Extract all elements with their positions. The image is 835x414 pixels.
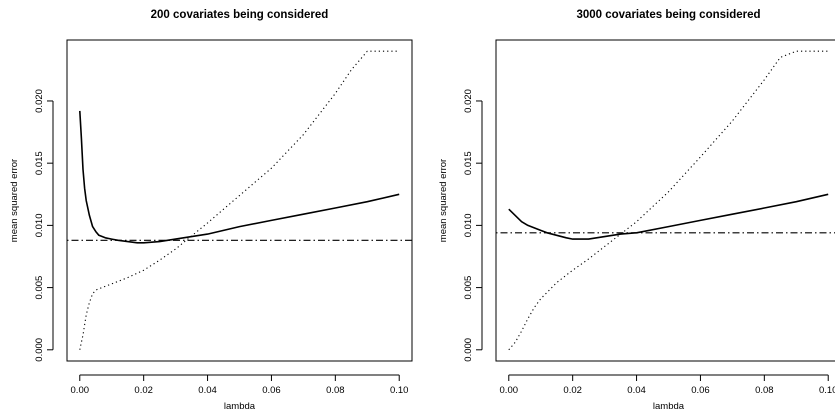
chart-panel-200-covariates: 200 covariates being considered lambda m… bbox=[9, 9, 413, 412]
y-axis-label: mean squared error bbox=[9, 159, 20, 242]
series-line-dotted bbox=[79, 50, 400, 350]
x-axis-label: lambda bbox=[653, 401, 685, 412]
x-tick-label: 0.04 bbox=[198, 385, 217, 396]
x-tick-label: 0.10 bbox=[390, 385, 409, 396]
x-tick-label: 0.06 bbox=[691, 385, 710, 396]
y-tick-label: 0.010 bbox=[34, 213, 45, 237]
x-tick-label: 0.10 bbox=[819, 385, 835, 396]
series-line-solid bbox=[79, 110, 400, 244]
y-tick-label: 0.015 bbox=[34, 151, 45, 175]
x-tick-label: 0.08 bbox=[326, 385, 345, 396]
x-tick-label: 0.04 bbox=[627, 385, 646, 396]
y-tick-label: 0.000 bbox=[463, 338, 474, 362]
x-tick-label: 0.02 bbox=[134, 385, 153, 396]
chart-title: 200 covariates being considered bbox=[151, 9, 329, 21]
x-tick-label: 0.08 bbox=[755, 385, 774, 396]
x-axis-label: lambda bbox=[224, 401, 256, 412]
plot-frame bbox=[495, 39, 835, 362]
chart-title: 3000 covariates being considered bbox=[576, 9, 760, 21]
y-tick-label: 0.010 bbox=[463, 213, 474, 237]
plot-frame bbox=[66, 39, 413, 362]
y-tick-label: 0.005 bbox=[463, 276, 474, 300]
x-tick-label: 0.00 bbox=[500, 385, 519, 396]
y-axis-label: mean squared error bbox=[438, 159, 449, 242]
x-tick-label: 0.06 bbox=[262, 385, 281, 396]
chart-panel-3000-covariates: 3000 covariates being considered lambda … bbox=[438, 9, 835, 412]
x-tick-label: 0.00 bbox=[71, 385, 90, 396]
series-line-dotted bbox=[508, 50, 829, 351]
y-tick-label: 0.015 bbox=[463, 151, 474, 175]
y-tick-label: 0.020 bbox=[463, 89, 474, 113]
y-tick-label: 0.005 bbox=[34, 276, 45, 300]
series-line-solid bbox=[508, 193, 829, 240]
y-tick-label: 0.020 bbox=[34, 89, 45, 113]
x-tick-label: 0.02 bbox=[563, 385, 582, 396]
y-tick-label: 0.000 bbox=[34, 338, 45, 362]
